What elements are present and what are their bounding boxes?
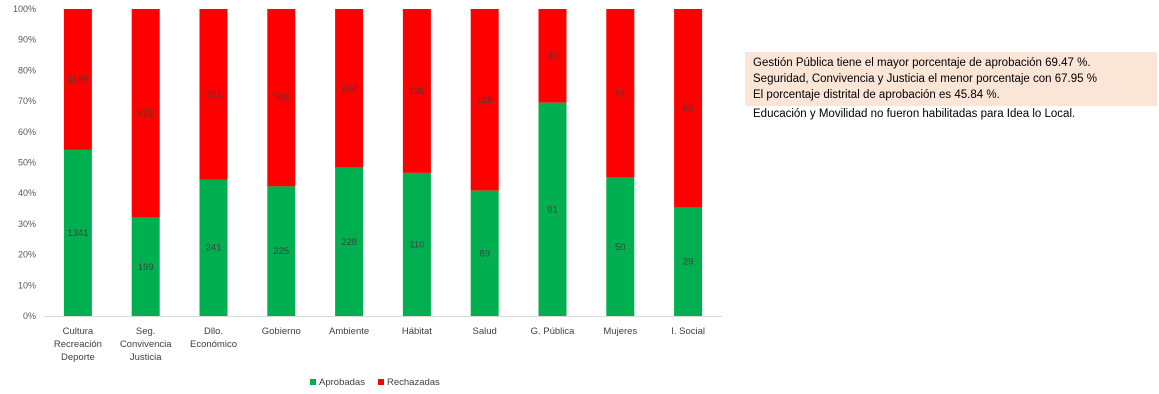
bar-aprobadas: [131, 217, 160, 316]
bar-aprobadas: [335, 167, 364, 316]
data-label-rechazadas: 308: [273, 93, 289, 104]
note-line-2: Seguridad, Convivencia y Justicia el men…: [753, 73, 1097, 85]
x-category-label: Deporte: [61, 352, 95, 363]
y-tick-label: 20%: [18, 250, 36, 260]
bar-rechazadas: [538, 9, 567, 103]
data-label-rechazadas: 244: [341, 83, 357, 94]
bar-aprobadas: [606, 177, 635, 316]
legend-label: Aprobadas: [319, 377, 365, 388]
x-category-label: Hábitat: [402, 326, 432, 337]
bar-aprobadas: [63, 149, 92, 316]
y-tick-label: 50%: [18, 158, 36, 168]
bar-rechazadas: [63, 9, 92, 150]
bar-aprobadas: [674, 207, 703, 316]
y-tick-label: 80%: [18, 65, 36, 75]
data-label-aprobadas: 241: [206, 243, 222, 254]
data-label-rechazadas: 53: [683, 103, 694, 114]
x-category-label: Mujeres: [603, 326, 637, 337]
bar-rechazadas: [131, 9, 160, 218]
chart-svg: 0% 10% 20% 30% 40% 50% 60% 70% 80% 90% 100% 1341 113…: [13, 4, 722, 388]
bar-rechazadas: [470, 9, 499, 191]
data-label-aprobadas: 199: [138, 262, 154, 273]
legend-label: Rechazadas: [387, 377, 440, 388]
x-category-label: Ambiente: [329, 326, 369, 337]
data-label-rechazadas: 61: [615, 88, 626, 99]
y-tick-label: 40%: [18, 188, 36, 198]
x-category-label: Cultura: [63, 326, 94, 337]
note-line-3: El porcentaje distrital de aprobación es…: [753, 89, 1000, 101]
x-category-label: G. Pública: [531, 326, 576, 337]
data-label-aprobadas: 110: [409, 239, 424, 250]
data-label-rechazadas: 301: [206, 89, 222, 100]
y-tick-label: 90%: [18, 35, 36, 45]
bar-rechazadas: [335, 9, 364, 168]
x-category-label: Dllo.: [204, 326, 223, 337]
data-label-aprobadas: 1341: [67, 228, 88, 239]
legend-swatch: [310, 379, 316, 385]
notes-highlighted: Gestión Pública tiene el mayor porcentaj…: [745, 52, 1157, 106]
data-label-rechazadas: 129: [477, 95, 493, 106]
stacked-bar-chart: 0% 10% 20% 30% 40% 50% 60% 70% 80% 90% 100% 1341 113…: [13, 4, 722, 388]
y-tick-label: 60%: [18, 127, 36, 137]
x-category-label: Recreación: [54, 339, 102, 350]
x-category-label: Salud: [473, 326, 497, 337]
y-tick-label: 70%: [18, 96, 36, 106]
data-label-aprobadas: 228: [341, 237, 357, 248]
data-label-rechazadas: 422: [138, 108, 154, 119]
bar-rechazadas: [267, 9, 296, 187]
bar-rechazadas: [674, 9, 703, 208]
note-line-1: Gestión Pública tiene el mayor porcentaj…: [753, 57, 1091, 69]
bar-rechazadas: [606, 9, 635, 178]
bar-aprobadas: [538, 102, 567, 317]
data-label-aprobadas: 29: [683, 257, 694, 268]
notes-plain: Educación y Movilidad no fueron habilita…: [745, 106, 1157, 122]
y-tick-label: 10%: [18, 280, 36, 290]
data-label-aprobadas: 225: [273, 246, 289, 257]
bar-aprobadas: [199, 179, 228, 316]
data-label-rechazadas: 126: [409, 86, 425, 97]
x-category-label: I. Social: [671, 326, 705, 337]
x-category-label: Justicia: [130, 352, 162, 363]
notes-panel: Gestión Pública tiene el mayor porcentaj…: [745, 52, 1157, 122]
y-tick-label: 100%: [13, 4, 36, 14]
data-label-aprobadas: 50: [615, 242, 626, 253]
legend-swatch: [378, 379, 384, 385]
bar-aprobadas: [402, 172, 431, 316]
data-label-aprobadas: 89: [479, 248, 490, 259]
data-label-rechazadas: 1138: [68, 74, 88, 85]
x-category-label: Convivencia: [120, 339, 172, 350]
bar-rechazadas: [199, 9, 228, 180]
y-tick-label: 0%: [23, 311, 36, 321]
bar-rechazadas: [402, 9, 431, 173]
x-category-label: Económico: [190, 339, 237, 350]
x-category-label: Gobierno: [262, 326, 301, 337]
x-category-label: Seg.: [136, 326, 156, 337]
data-label-rechazadas: 40: [547, 51, 558, 62]
bar-aprobadas: [470, 190, 499, 316]
bar-aprobadas: [267, 186, 296, 316]
note-line-4: Educación y Movilidad no fueron habilita…: [753, 108, 1076, 120]
data-label-aprobadas: 91: [547, 204, 558, 215]
y-tick-label: 30%: [18, 219, 36, 229]
